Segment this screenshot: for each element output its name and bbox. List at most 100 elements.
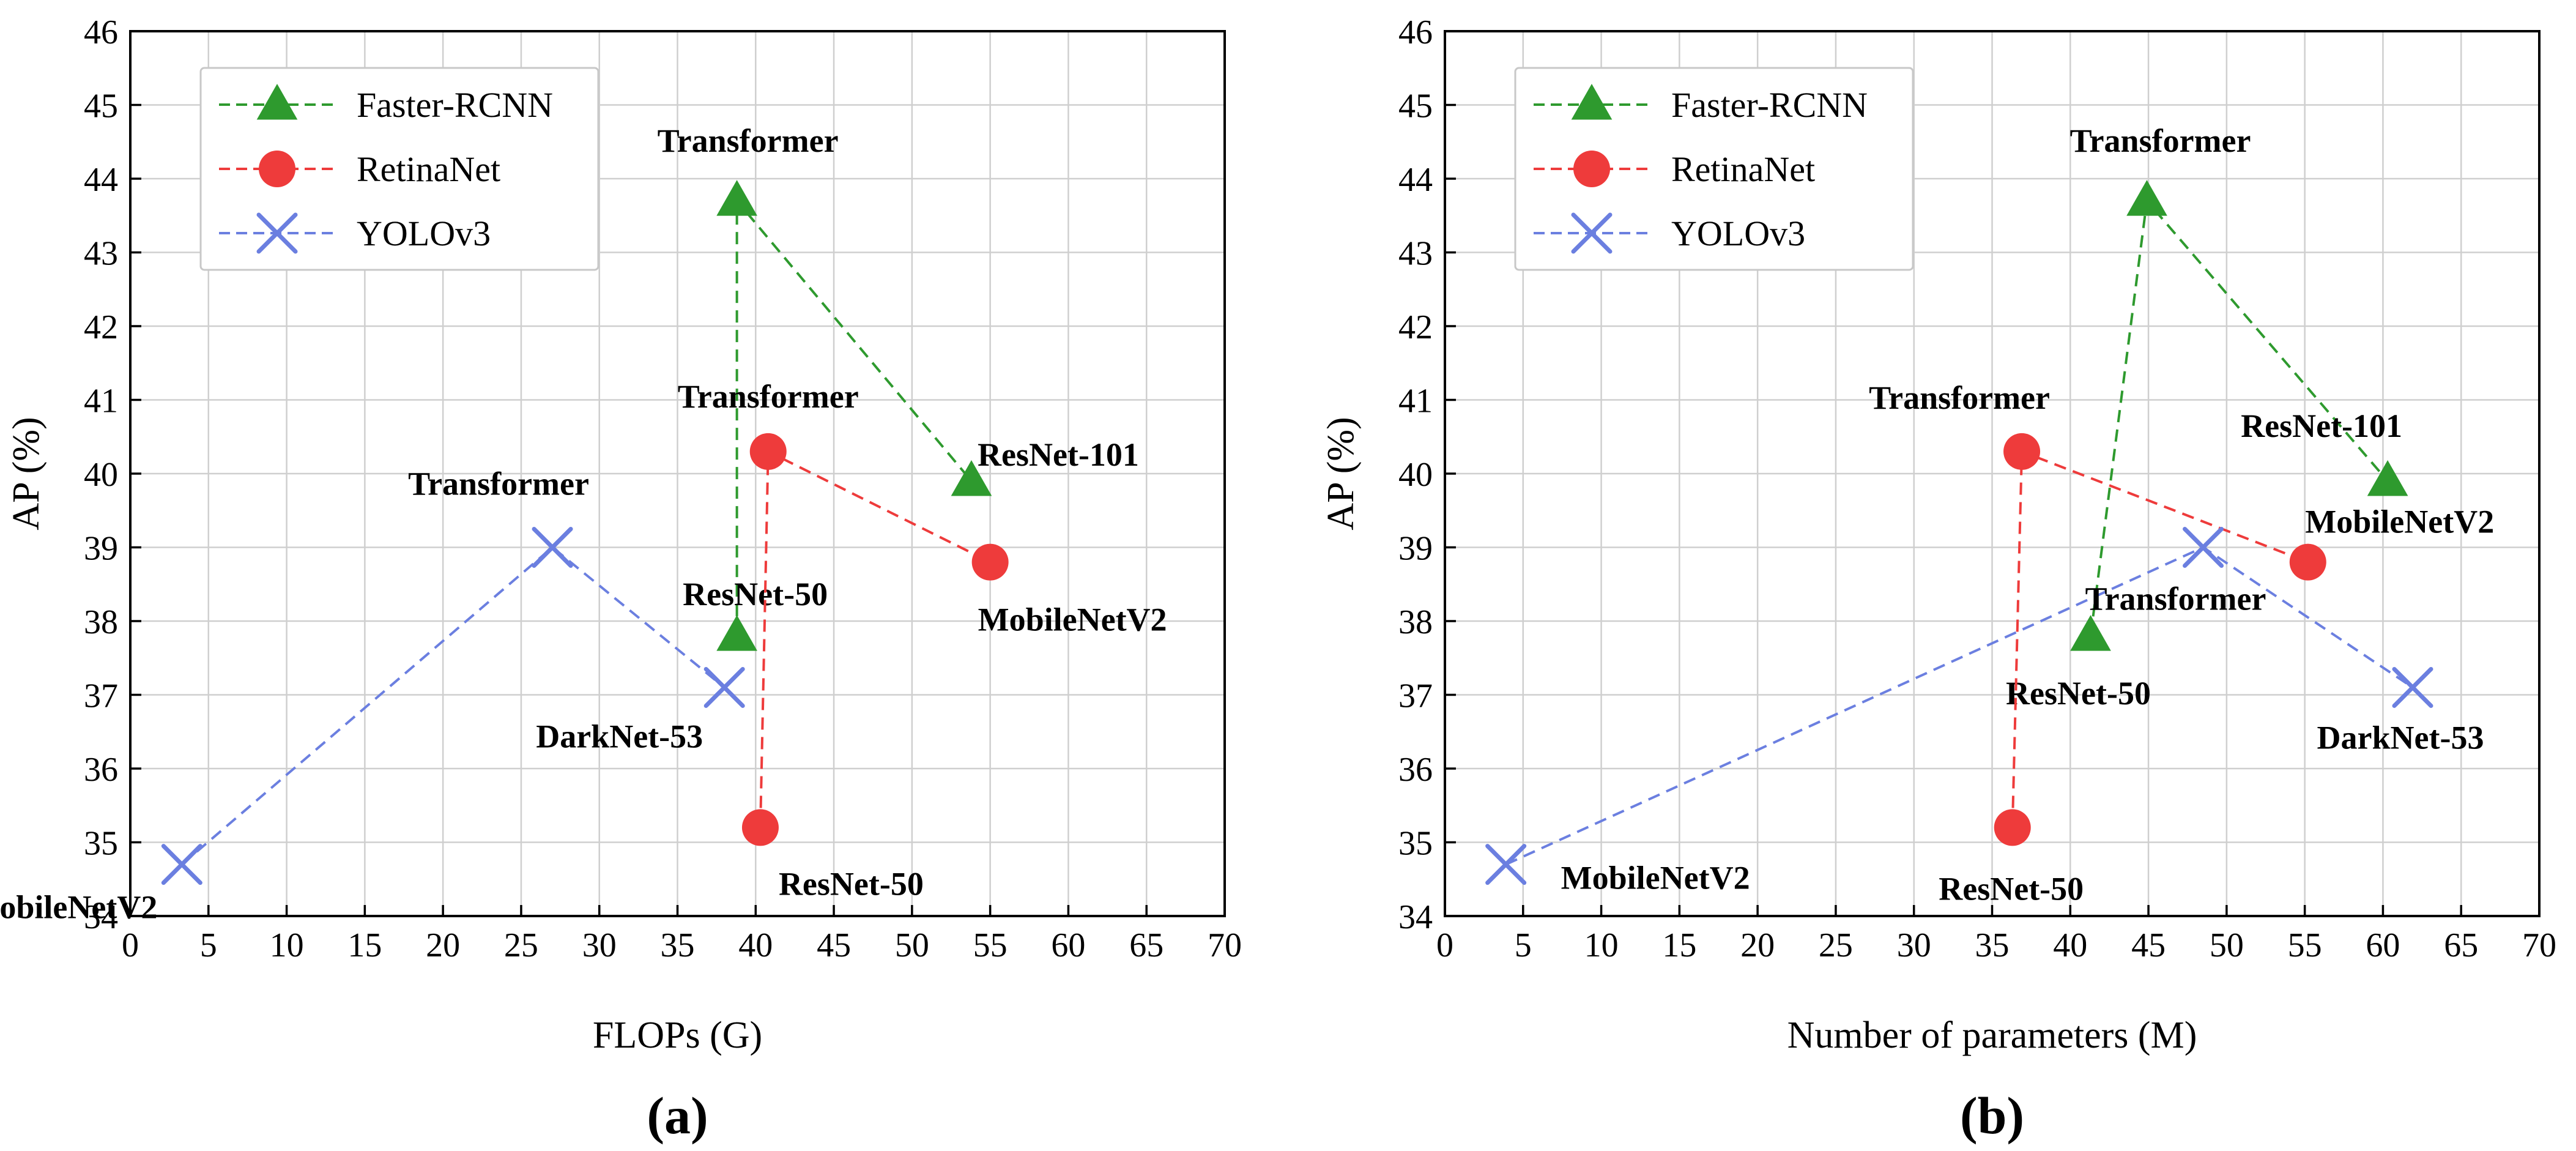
x-axis-title: Number of parameters (M)	[1787, 1015, 2197, 1056]
point-label: Transformer	[678, 378, 859, 415]
legend-label: RetinaNet	[357, 149, 500, 189]
y-tick-label: 44	[1398, 161, 1433, 199]
point-label: MobileNetV2	[0, 889, 157, 926]
x-tick-label: 35	[661, 926, 695, 964]
x-tick-label: 55	[2288, 926, 2322, 964]
point-label: Transformer	[408, 466, 589, 502]
data-point-triangle	[716, 615, 757, 651]
data-point-x	[703, 666, 745, 708]
point-label: ResNet-50	[1939, 870, 2084, 907]
y-tick-label: 45	[1398, 88, 1433, 125]
legend-label: YOLOv3	[357, 214, 491, 253]
x-axis-title: FLOPs (G)	[593, 1015, 762, 1056]
x-tick-label: 15	[347, 926, 382, 964]
point-label: ResNet-50	[683, 576, 828, 613]
point-label: Transformer	[658, 122, 839, 159]
legend-marker	[1571, 84, 1613, 120]
point-label: MobileNetV2	[1561, 860, 1750, 896]
y-tick-label: 36	[1398, 751, 1433, 789]
y-axis-title: AP (%)	[6, 417, 47, 530]
series-line	[181, 545, 726, 866]
series-faster-rcnn: ResNet-50 Transformer ResNet-101	[658, 122, 1139, 651]
data-point-x	[532, 527, 573, 568]
panel-label: (a)	[647, 1086, 708, 1145]
legend-label: YOLOv3	[1671, 214, 1805, 253]
y-tick-label: 43	[1398, 235, 1433, 273]
x-tick-label: 20	[1740, 926, 1775, 964]
y-tick-label: 36	[84, 751, 118, 789]
x-tick-label: 65	[1129, 926, 1164, 964]
x-tick-label: 25	[1819, 926, 1853, 964]
x-tick-label: 5	[200, 926, 217, 964]
x-tick-label: 30	[582, 926, 617, 964]
data-point-circle	[2289, 543, 2326, 581]
legend-marker	[256, 84, 298, 120]
point-label: ResNet-101	[2241, 408, 2402, 444]
y-axis-title: AP (%)	[1320, 417, 1362, 530]
legend-label: Faster-RCNN	[357, 85, 553, 125]
y-tick-label: 41	[1398, 382, 1433, 420]
point-label: DarkNet-53	[536, 718, 703, 754]
y-tick-label: 38	[1398, 603, 1433, 641]
data-point-triangle	[2367, 460, 2408, 496]
point-label: ResNet-101	[978, 436, 1139, 473]
y-tick-label: 45	[84, 88, 118, 125]
legend-box	[1514, 67, 1914, 271]
point-label: Transformer	[1869, 379, 2050, 416]
legend-box	[199, 67, 599, 271]
x-tick-label: 65	[2444, 926, 2478, 964]
series-retinanet: ResNet-50 Transformer MobileNetV2	[678, 378, 1167, 903]
x-tick-label: 20	[426, 926, 460, 964]
y-tick-label: 44	[84, 161, 118, 199]
y-tick-label: 40	[1398, 456, 1433, 494]
data-point-circle	[741, 809, 779, 846]
x-tick-label: 10	[270, 926, 304, 964]
x-tick-label: 0	[122, 926, 139, 964]
x-tick-label: 60	[1051, 926, 1085, 964]
series-yolov3: MobileNetV2 Transformer DarkNet-53	[1485, 527, 2484, 896]
y-tick-label: 37	[1398, 677, 1433, 715]
data-point-x	[1485, 844, 1527, 885]
y-tick-label: 41	[84, 382, 118, 420]
y-tick-label: 43	[84, 235, 118, 273]
point-label: DarkNet-53	[2317, 719, 2484, 756]
point-label: MobileNetV2	[2305, 504, 2494, 540]
legend-label: Faster-RCNN	[1671, 85, 1868, 125]
y-tick-label: 35	[1398, 825, 1433, 863]
y-tick-label: 34	[1398, 898, 1433, 936]
legend: Faster-RCNN RetinaNet YOLOv3	[199, 67, 599, 271]
y-tick-label: 39	[1398, 530, 1433, 568]
data-point-x	[2183, 527, 2224, 568]
data-point-circle	[749, 433, 787, 470]
point-label: ResNet-50	[2006, 675, 2151, 712]
legend-label: RetinaNet	[1671, 149, 1815, 189]
x-tick-label: 55	[973, 926, 1008, 964]
data-point-circle	[971, 543, 1009, 581]
x-tick-label: 5	[1515, 926, 1532, 964]
legend-marker	[1571, 212, 1613, 254]
x-tick-label: 50	[2210, 926, 2244, 964]
data-point-triangle	[716, 180, 757, 216]
panel-label: (b)	[1960, 1086, 2024, 1145]
point-label: Transformer	[2070, 122, 2251, 159]
legend-marker	[259, 151, 295, 187]
y-tick-label: 46	[84, 13, 118, 51]
data-point-x	[2392, 666, 2433, 708]
y-tick-label: 38	[84, 603, 118, 641]
data-point-circle	[1994, 809, 2031, 846]
y-tick-label: 40	[84, 456, 118, 494]
legend-marker	[1573, 151, 1610, 187]
x-tick-label: 40	[738, 926, 773, 964]
x-tick-label: 45	[2131, 926, 2166, 964]
legend-marker	[256, 212, 298, 254]
point-label: ResNet-50	[779, 865, 924, 902]
y-tick-label: 34	[84, 898, 118, 936]
x-tick-label: 0	[1436, 926, 1453, 964]
x-tick-label: 40	[2053, 926, 2087, 964]
series-yolov3: MobileNetV2 Transformer DarkNet-53	[0, 466, 745, 926]
chart-panel-b: 0 5 10 15 20 25 30 35 40 45 50 55 60 65 70 34 35 36 37 38 39…	[1320, 13, 2556, 1145]
y-tick-label: 42	[84, 308, 118, 346]
x-tick-label: 15	[1662, 926, 1696, 964]
data-point-triangle	[2070, 615, 2111, 651]
x-tick-label: 35	[1975, 926, 2010, 964]
